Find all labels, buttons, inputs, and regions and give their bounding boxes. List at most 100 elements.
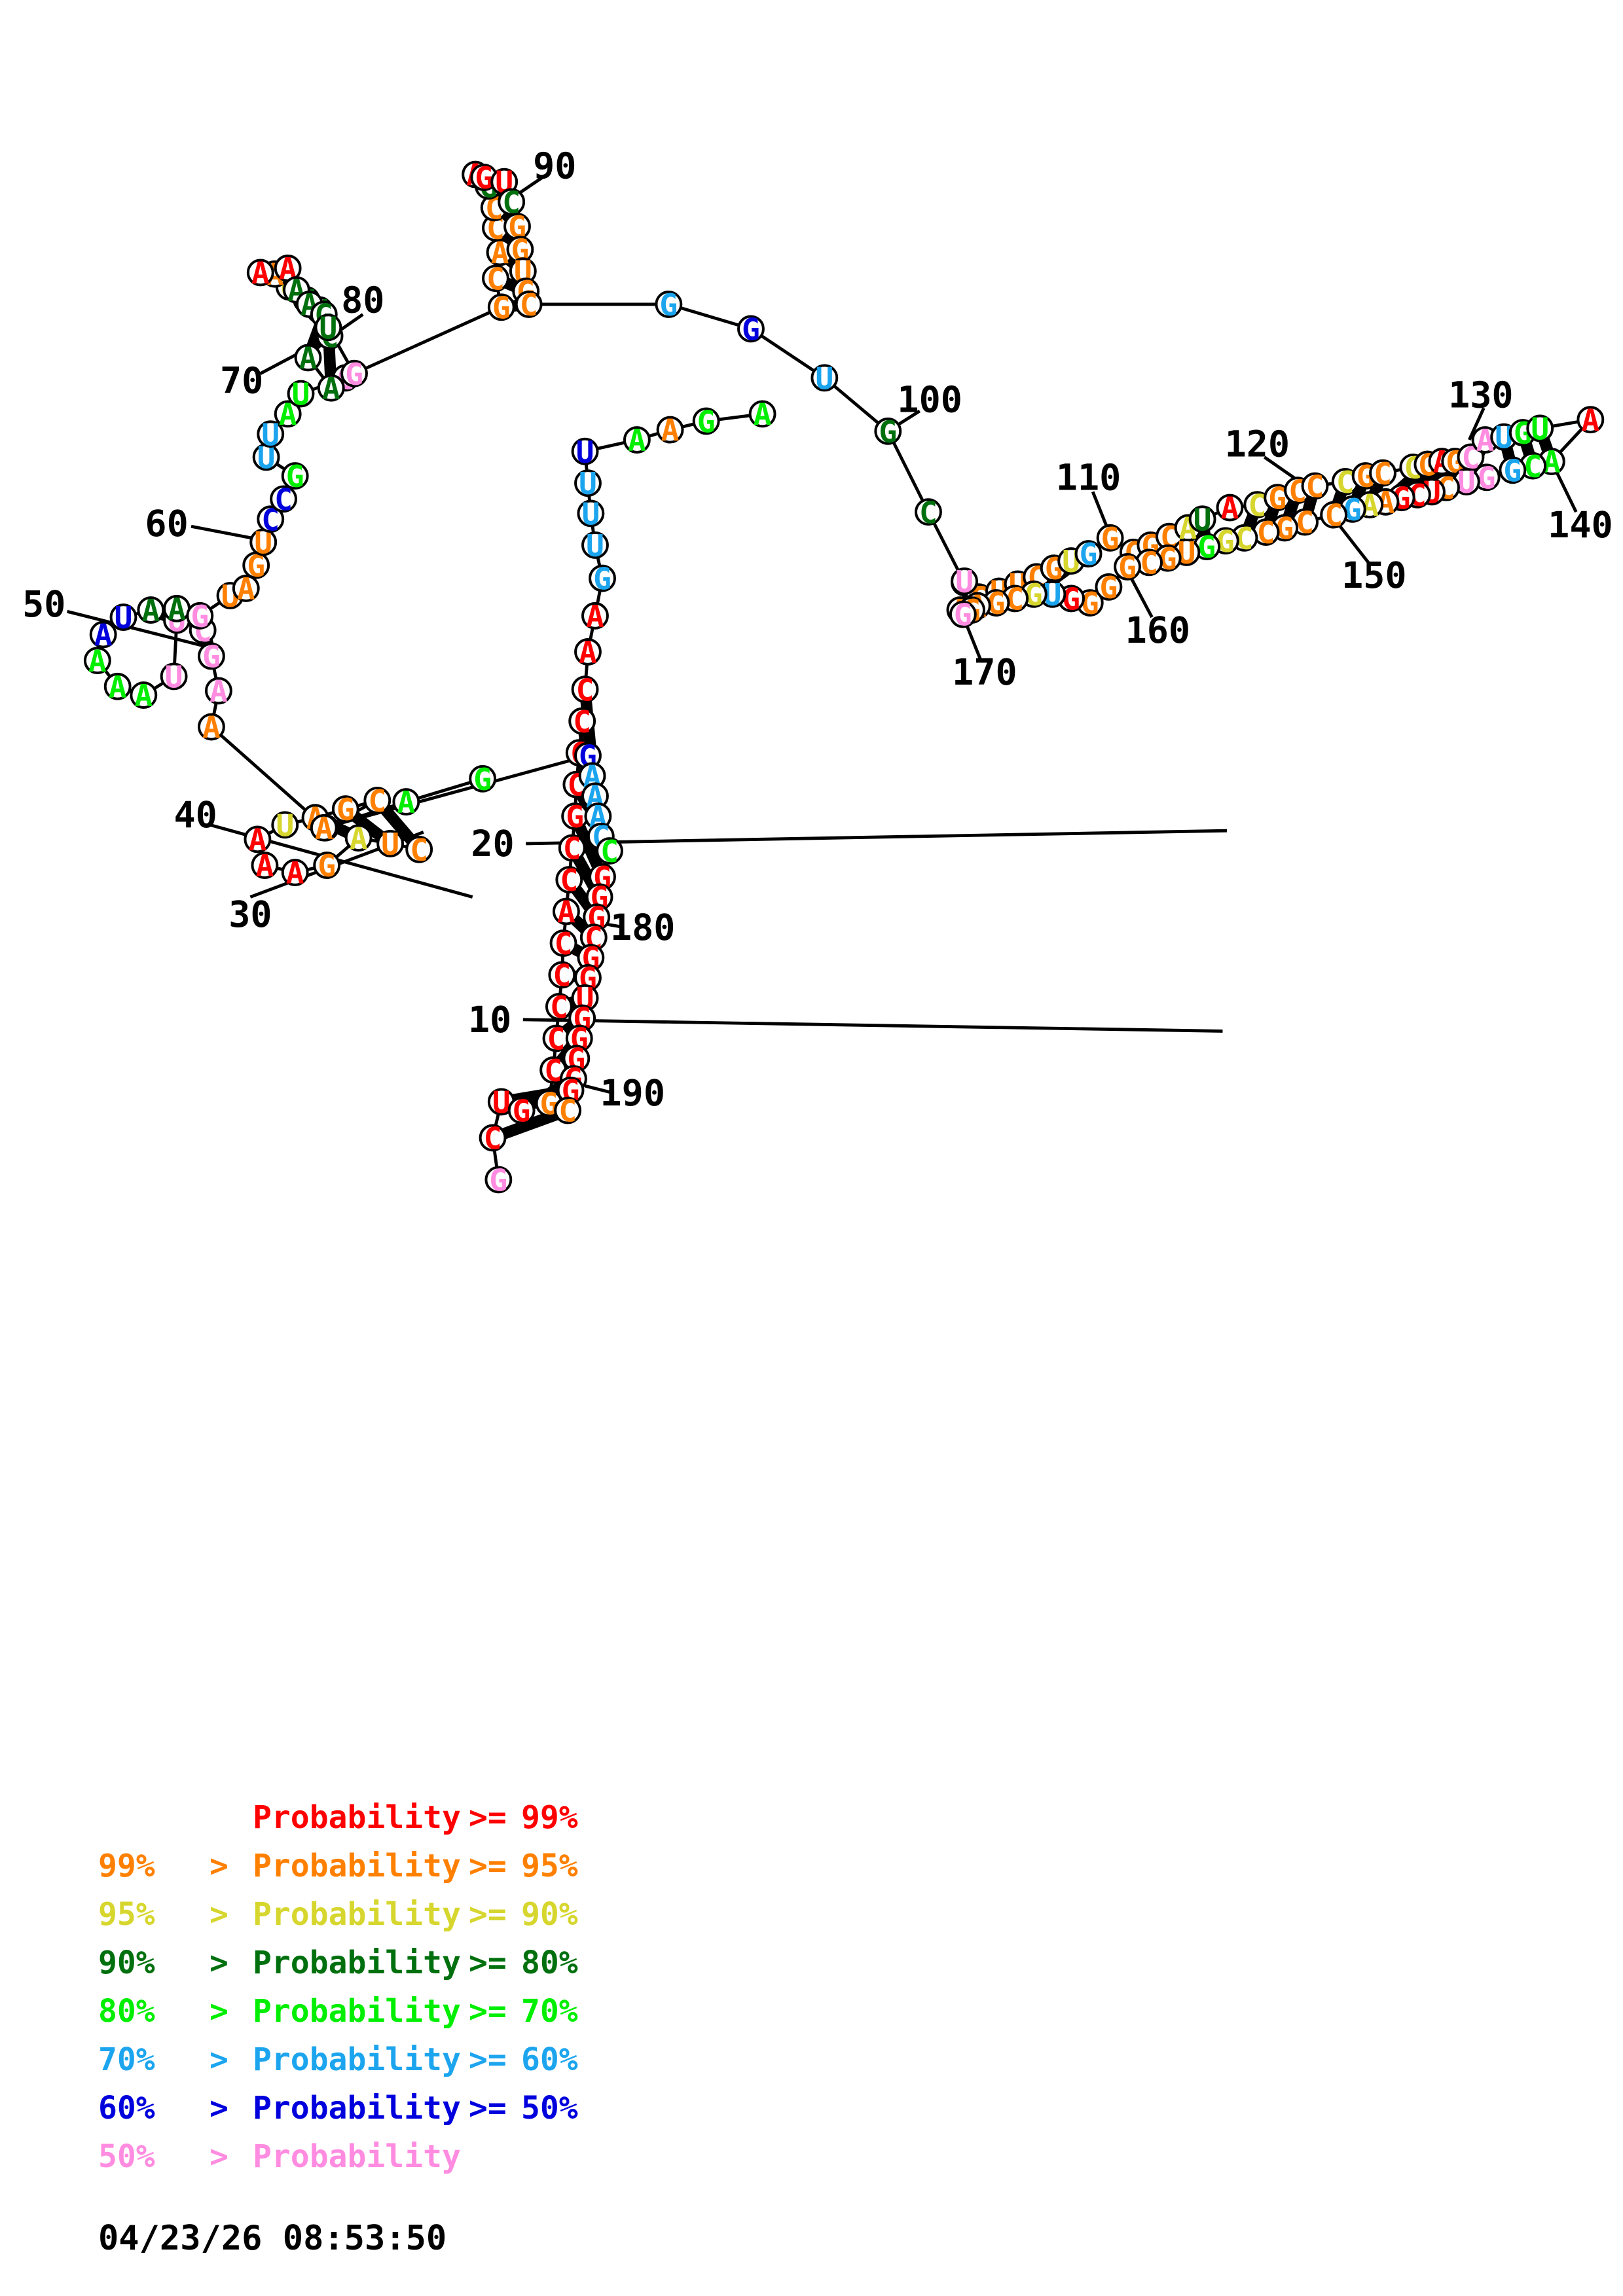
nucleotide-node[interactable]: U bbox=[109, 600, 137, 636]
nucleotide-node[interactable]: G bbox=[1472, 460, 1501, 495]
nucleotide-node[interactable]: G bbox=[1499, 453, 1527, 488]
nucleotide-node[interactable]: G bbox=[982, 586, 1010, 621]
nucleotide-node[interactable]: G bbox=[1114, 550, 1141, 585]
nucleotide-node[interactable]: G bbox=[1074, 537, 1103, 572]
nucleotide-node[interactable]: U bbox=[571, 981, 599, 1016]
nucleotide-node[interactable]: G bbox=[487, 290, 515, 325]
nucleotide-node[interactable]: C bbox=[1301, 469, 1329, 505]
nucleotide-circle[interactable] bbox=[656, 416, 684, 444]
nucleotide-node[interactable]: U bbox=[314, 310, 342, 346]
nucleotide-node[interactable]: C bbox=[548, 958, 576, 994]
nucleotide-node[interactable]: A bbox=[1577, 403, 1605, 438]
nucleotide-circle[interactable] bbox=[545, 993, 573, 1020]
nucleotide-node[interactable]: U bbox=[577, 497, 605, 532]
nucleotide-circle[interactable] bbox=[571, 437, 599, 465]
nucleotide-node[interactable]: U bbox=[249, 526, 278, 561]
nucleotide-node[interactable]: G bbox=[313, 848, 341, 884]
nucleotide-circle[interactable] bbox=[951, 567, 978, 595]
nucleotide-node[interactable]: G bbox=[281, 459, 309, 494]
nucleotide-circle[interactable] bbox=[344, 824, 373, 852]
nucleotide-node[interactable]: A bbox=[310, 811, 338, 846]
nucleotide-node[interactable]: C bbox=[1291, 505, 1319, 541]
nucleotide-node[interactable]: A bbox=[197, 710, 225, 745]
nucleotide-circle[interactable] bbox=[1369, 459, 1396, 487]
nucleotide-circle[interactable] bbox=[1074, 540, 1103, 568]
nucleotide-node[interactable]: G bbox=[331, 792, 359, 827]
nucleotide-node[interactable]: A bbox=[1216, 491, 1244, 526]
nucleotide-circle[interactable] bbox=[287, 380, 315, 408]
nucleotide-node[interactable]: A bbox=[656, 413, 684, 448]
nucleotide-node[interactable]: C bbox=[257, 502, 285, 537]
nucleotide-node[interactable]: G bbox=[561, 799, 589, 834]
nucleotide-node[interactable]: C bbox=[479, 1121, 507, 1157]
nucleotide-node[interactable]: A bbox=[486, 236, 514, 271]
nucleotide-node[interactable]: U bbox=[271, 808, 299, 843]
nucleotide-circle[interactable] bbox=[548, 961, 576, 989]
nucleotide-node[interactable]: C bbox=[1001, 582, 1029, 617]
nucleotide-circle[interactable] bbox=[251, 852, 279, 879]
nucleotide-node[interactable]: A bbox=[748, 397, 776, 432]
nucleotide-circle[interactable] bbox=[1526, 414, 1554, 442]
nucleotide-circle[interactable] bbox=[89, 620, 117, 649]
nucleotide-node[interactable]: U bbox=[1188, 502, 1216, 537]
nucleotide-circle[interactable] bbox=[340, 359, 368, 387]
nucleotide-circle[interactable] bbox=[314, 314, 342, 342]
nucleotide-node[interactable]: C bbox=[1135, 545, 1163, 581]
nucleotide-circle[interactable] bbox=[317, 374, 345, 402]
nucleotide-node[interactable]: U bbox=[509, 254, 537, 289]
nucleotide-circle[interactable] bbox=[204, 677, 232, 705]
nucleotide-node[interactable]: C bbox=[1369, 456, 1396, 492]
nucleotide-circle[interactable] bbox=[331, 795, 359, 823]
nucleotide-node[interactable]: G bbox=[340, 357, 368, 392]
nucleotide-node[interactable]: A bbox=[317, 371, 345, 406]
nucleotide-node[interactable]: G bbox=[589, 562, 616, 597]
nucleotide-nodes[interactable]: GCUGGCCCCCACCGCCCCAAGUUUUAAGACUAGAAAUAGC… bbox=[83, 158, 1605, 1198]
rna-structure-diagram[interactable]: GCUGGCCCCCACCGCCCCAAGUUUUAAGACUAGAAAUAGC… bbox=[0, 0, 1623, 1702]
nucleotide-node[interactable]: C bbox=[539, 1053, 568, 1088]
nucleotide-circle[interactable] bbox=[197, 713, 225, 741]
nucleotide-node[interactable]: G bbox=[1264, 480, 1292, 516]
nucleotide-circle[interactable] bbox=[274, 400, 302, 428]
nucleotide-node[interactable]: G bbox=[197, 639, 225, 675]
nucleotide-circle[interactable] bbox=[558, 834, 586, 862]
nucleotide-circle[interactable] bbox=[83, 647, 111, 675]
nucleotide-node[interactable]: U bbox=[811, 361, 839, 396]
nucleotide-node[interactable]: U bbox=[574, 466, 602, 501]
nucleotide-circle[interactable] bbox=[811, 364, 839, 392]
nucleotide-circle[interactable] bbox=[160, 662, 188, 691]
nucleotide-node[interactable]: G bbox=[949, 598, 977, 633]
nucleotide-circle[interactable] bbox=[596, 837, 623, 865]
nucleotide-circle[interactable] bbox=[1499, 456, 1527, 484]
nucleotide-circle[interactable] bbox=[376, 830, 405, 857]
nucleotide-circle[interactable] bbox=[515, 290, 543, 318]
nucleotide-node[interactable]: U bbox=[1038, 577, 1067, 613]
nucleotide-circle[interactable] bbox=[589, 564, 616, 592]
nucleotide-circle[interactable] bbox=[1114, 552, 1141, 581]
nucleotide-node[interactable]: A bbox=[137, 593, 165, 628]
nucleotide-circle[interactable] bbox=[484, 1166, 513, 1194]
nucleotide-circle[interactable] bbox=[197, 642, 225, 670]
nucleotide-node[interactable]: G bbox=[1019, 577, 1048, 613]
nucleotide-node[interactable]: A bbox=[344, 821, 373, 856]
nucleotide-node[interactable]: A bbox=[581, 599, 609, 634]
nucleotide-node[interactable]: C bbox=[1320, 498, 1348, 533]
nucleotide-node[interactable]: G bbox=[692, 404, 720, 439]
nucleotide-node[interactable]: C bbox=[915, 495, 942, 530]
nucleotide-circle[interactable] bbox=[130, 681, 158, 709]
nucleotide-node[interactable]: U bbox=[160, 659, 188, 694]
nucleotide-circle[interactable] bbox=[581, 531, 609, 559]
nucleotide-circle[interactable] bbox=[109, 603, 137, 631]
nucleotide-circle[interactable] bbox=[1095, 573, 1123, 601]
nucleotide-node[interactable]: A bbox=[623, 423, 651, 458]
nucleotide-node[interactable]: A bbox=[392, 785, 420, 820]
nucleotide-node[interactable]: G bbox=[737, 312, 765, 347]
nucleotide-node[interactable]: G bbox=[655, 287, 683, 323]
nucleotide-node[interactable]: C bbox=[1252, 515, 1280, 550]
nucleotide-circle[interactable] bbox=[552, 897, 580, 925]
nucleotide-node[interactable]: A bbox=[294, 341, 322, 376]
nucleotide-circle[interactable] bbox=[655, 290, 683, 318]
nucleotide-node[interactable]: A bbox=[574, 635, 602, 670]
nucleotide-node[interactable]: U bbox=[571, 435, 599, 470]
nucleotide-node[interactable]: C bbox=[555, 863, 583, 898]
nucleotide-circle[interactable] bbox=[271, 811, 299, 839]
